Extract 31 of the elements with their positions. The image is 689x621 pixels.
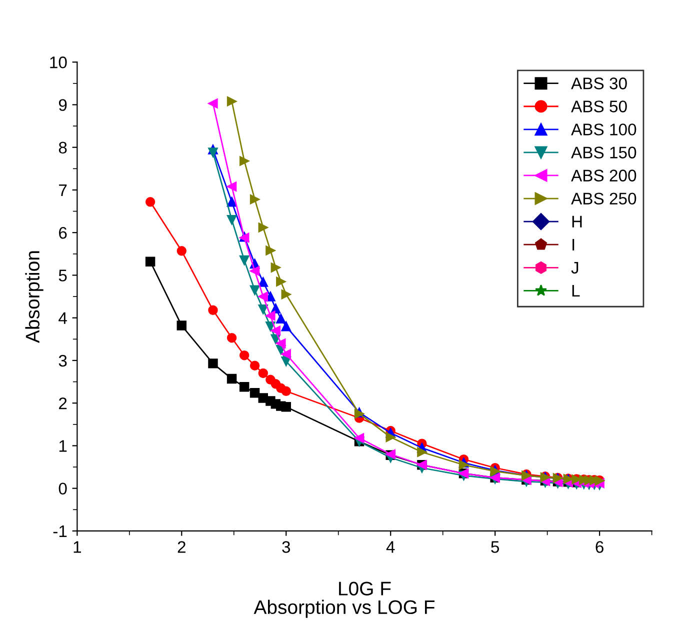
legend-label: ABS 200 — [571, 170, 636, 182]
legend-label: I — [572, 238, 574, 250]
y-tick-label: 10 — [50, 56, 67, 68]
y-tick-label: 9 — [58, 99, 67, 111]
y-tick-label: 1 — [59, 440, 67, 452]
y-tick-label: 5 — [58, 270, 67, 282]
legend-label: J — [571, 262, 578, 274]
x-tick-label: 5 — [491, 541, 500, 553]
x-axis-title: L0G F — [339, 582, 391, 596]
legend-label: ABS 100 — [571, 124, 636, 136]
y-tick-label: -1 — [53, 526, 67, 537]
legend-label: ABS 30 — [571, 78, 627, 90]
x-tick-label: 3 — [282, 541, 290, 553]
y-tick-label: 3 — [58, 354, 67, 367]
legend-label: L — [572, 285, 580, 297]
y-tick-label: 7 — [59, 184, 67, 196]
x-tick-label: 1 — [74, 541, 81, 553]
text: Absorption vs LOG F — [254, 600, 434, 618]
x-tick-label: 4 — [386, 541, 395, 553]
y-tick-label: 0 — [58, 482, 67, 495]
y-tick-label: 4 — [58, 312, 67, 324]
y-tick-label: 6 — [59, 226, 67, 239]
y-axis-title: Absorption — [25, 251, 44, 343]
x-tick-label: 2 — [178, 541, 186, 553]
legend-label: ABS 50 — [571, 100, 627, 112]
legend-label: ABS 250 — [571, 192, 636, 205]
legend-label: ABS 150 — [571, 146, 636, 158]
y-tick-label: 8 — [58, 142, 67, 154]
x-tick-label: 6 — [596, 541, 604, 553]
y-tick-label: 2 — [59, 397, 67, 410]
legend-label: H — [572, 216, 582, 228]
